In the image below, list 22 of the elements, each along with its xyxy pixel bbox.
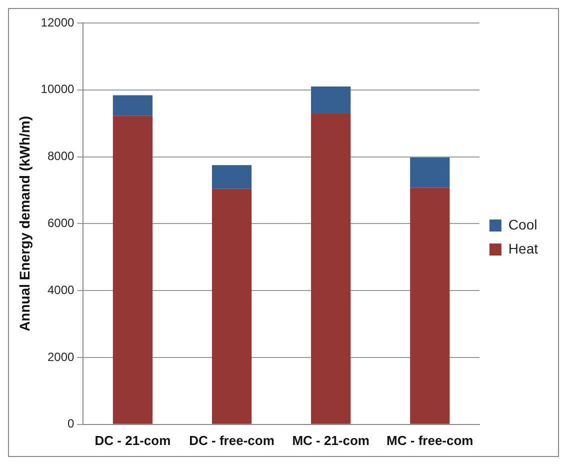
y-tick-label: 4000 [47,282,74,297]
x-tick-label: MC - free-com [386,432,474,448]
bar [212,188,252,424]
x-tick-label: DC - 21-com [94,432,171,448]
bar [112,116,153,424]
bar [311,86,351,114]
y-tick-label: 8000 [47,149,74,164]
y-axis-title: Annual Energy demand (kWh/m) [16,116,32,332]
legend-label: Heat [508,240,538,256]
bar [311,114,351,424]
bar [410,157,450,188]
y-tick-label: 0 [67,416,74,431]
y-tick-label: 2000 [47,350,74,364]
x-tick-label: MC - 21-com [292,432,370,448]
y-tick-label: 12000 [40,15,74,30]
y-tick-label: 6000 [47,216,74,230]
y-tick-label: 10000 [40,82,74,96]
legend-label: Cool [508,216,538,232]
x-tick-label: DC - free-com [189,432,274,448]
bar [212,165,252,189]
bar [112,95,153,116]
bar [410,188,450,424]
